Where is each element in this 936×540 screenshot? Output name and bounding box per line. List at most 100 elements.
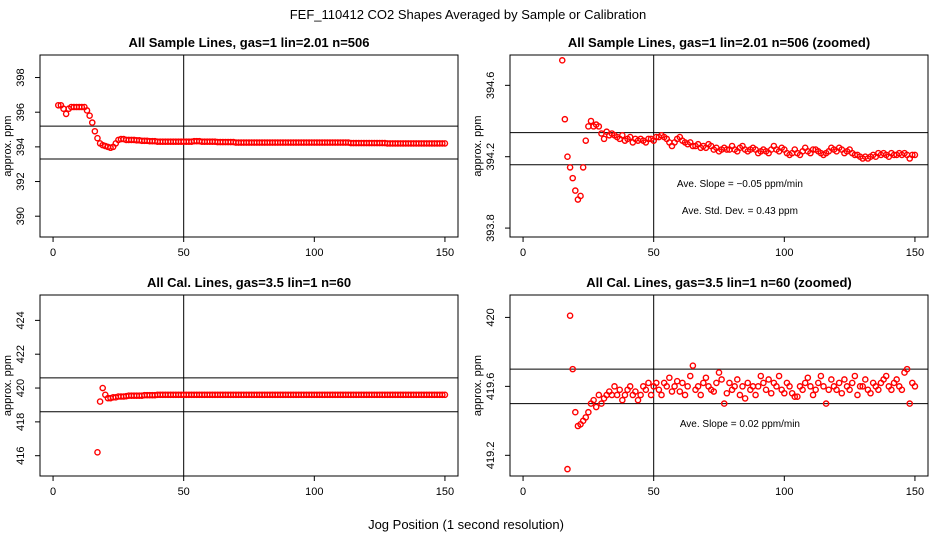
data-point [439, 391, 446, 399]
x-tick-label: 50 [178, 486, 190, 498]
data-point [723, 146, 731, 153]
data-point [658, 391, 665, 399]
data-point [814, 379, 822, 387]
x-tick-label: 50 [648, 247, 660, 259]
figure-xlabel: Jog Position (1 second resolution) [368, 517, 564, 532]
data-point [799, 386, 806, 394]
data-point [848, 379, 856, 387]
data-point [600, 135, 608, 143]
data-point [911, 151, 919, 159]
data-point [804, 374, 812, 382]
data-point [558, 57, 566, 64]
y-tick-label: 416 [15, 447, 27, 465]
data-point [585, 123, 592, 130]
data-point [637, 391, 644, 399]
data-point [598, 130, 605, 137]
data-point [812, 386, 819, 394]
x-tick-label: 50 [648, 486, 660, 498]
data-point [564, 465, 571, 473]
data-point [882, 372, 890, 380]
data-point [781, 389, 788, 397]
data-point [791, 393, 799, 401]
panel-title: All Sample Lines, gas=1 lin=2.01 n=506 [129, 35, 370, 50]
x-tick-label: 0 [520, 486, 526, 498]
data-point [838, 389, 846, 397]
data-point [817, 372, 825, 380]
data-point [733, 376, 741, 383]
data-point [694, 383, 702, 390]
x-tick-label: 100 [775, 247, 793, 259]
panel-title: All Sample Lines, gas=1 lin=2.01 n=506 (… [568, 35, 870, 50]
data-point [775, 372, 783, 380]
data-point [833, 386, 840, 394]
y-tick-label: 394 [15, 138, 27, 156]
y-tick-label: 424 [15, 311, 27, 329]
y-tick-label: 420 [485, 308, 497, 326]
data-point [846, 386, 853, 394]
data-point [96, 398, 104, 405]
data-point [906, 400, 914, 407]
data-point [676, 388, 684, 395]
y-axis-label: approx. ppm [472, 355, 484, 416]
y-tick-label: 393.8 [485, 214, 497, 242]
data-point [54, 101, 62, 109]
data-point [762, 386, 770, 394]
data-point [653, 379, 660, 387]
data-point [632, 388, 639, 395]
panel-title: All Cal. Lines, gas=3.5 lin=1 n=60 (zoom… [586, 275, 852, 290]
chart-panel-4: All Cal. Lines, gas=3.5 lin=1 n=60 (zoom… [472, 275, 929, 498]
data-point [561, 115, 569, 123]
data-point [820, 383, 827, 390]
data-point [566, 312, 574, 319]
data-point [888, 386, 895, 394]
data-point [642, 386, 650, 394]
data-point [590, 396, 597, 404]
data-point [613, 391, 621, 399]
data-point [710, 388, 718, 395]
data-point [856, 383, 864, 390]
data-point [598, 400, 605, 407]
data-point [647, 391, 655, 399]
data-point [854, 391, 861, 399]
data-point [619, 396, 626, 404]
data-point [595, 391, 603, 399]
data-point [595, 123, 603, 130]
data-point [760, 379, 767, 387]
data-point [681, 391, 689, 399]
data-point [655, 386, 663, 394]
data-point [859, 383, 866, 390]
y-tick-label: 394.2 [485, 143, 497, 171]
data-point [663, 383, 671, 390]
data-point [807, 383, 814, 390]
plot-frame [39, 294, 459, 477]
data-point [592, 403, 600, 411]
x-tick-label: 100 [305, 486, 323, 498]
data-point [867, 389, 874, 397]
data-point [78, 103, 86, 111]
data-point [671, 383, 678, 390]
x-tick-label: 0 [50, 247, 56, 259]
data-point [909, 151, 916, 159]
data-point [91, 127, 99, 135]
data-point [679, 379, 686, 387]
plot-frame [39, 54, 459, 238]
y-tick-label: 390 [15, 207, 27, 225]
data-point [99, 384, 106, 392]
y-tick-label: 420 [15, 379, 27, 397]
data-point [666, 374, 673, 382]
data-point [88, 119, 96, 126]
data-point [754, 383, 762, 390]
data-point [94, 449, 101, 456]
data-point [828, 376, 835, 383]
data-point [668, 388, 676, 395]
data-point [731, 383, 738, 390]
y-tick-label: 422 [15, 345, 27, 363]
data-point [441, 140, 449, 147]
y-axis-label: approx. ppm [2, 355, 14, 416]
data-point [441, 391, 449, 399]
data-point [86, 112, 93, 119]
data-point [94, 134, 101, 142]
data-point [744, 379, 752, 387]
data-point [569, 174, 577, 182]
